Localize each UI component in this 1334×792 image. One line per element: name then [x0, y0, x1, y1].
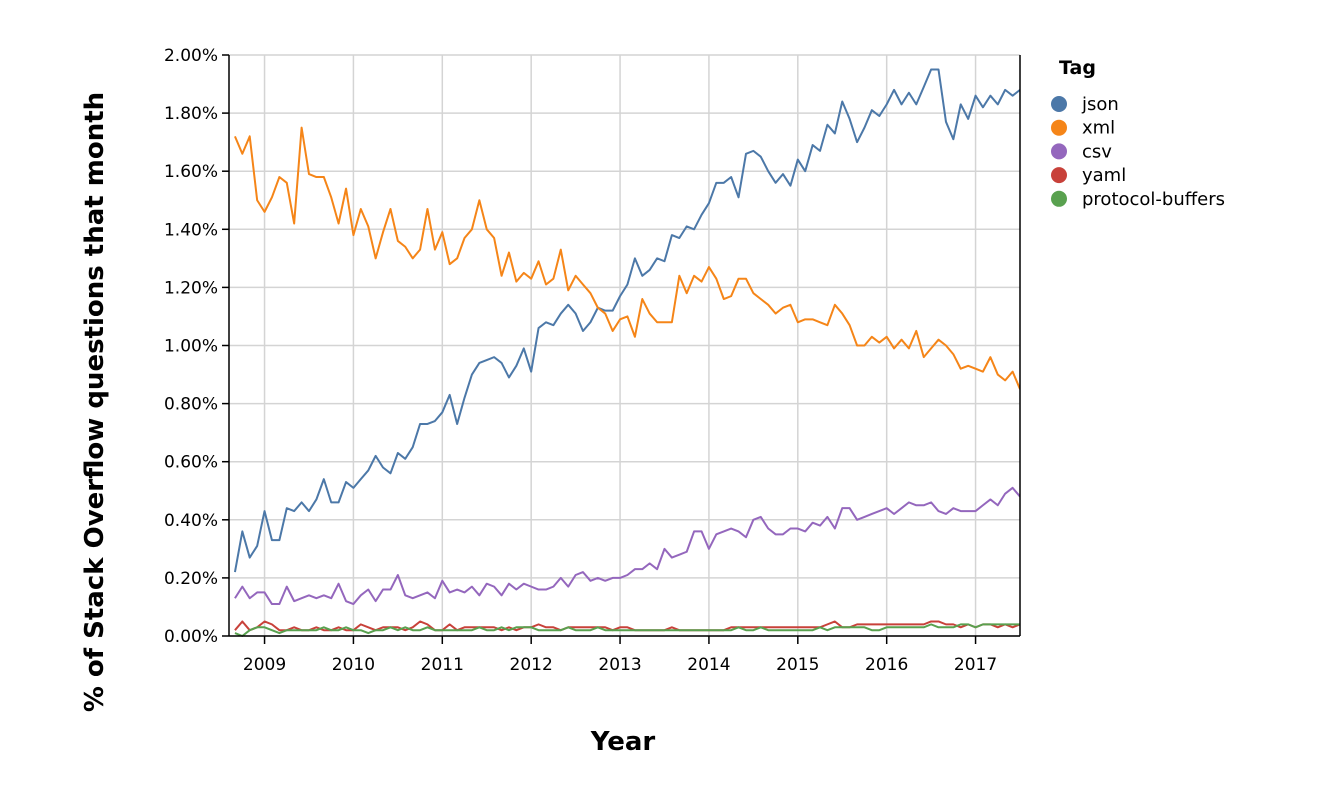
y-tick-label: 0.60% — [164, 453, 218, 473]
legend-label: protocol-buffers — [1082, 189, 1225, 210]
legend-title: Tag — [1059, 57, 1096, 79]
y-tick-label: 1.20% — [164, 278, 218, 298]
legend-swatch — [1051, 96, 1067, 112]
legend-swatch — [1051, 143, 1067, 160]
x-tick-label: 2012 — [510, 655, 553, 675]
legend-swatch — [1051, 119, 1067, 136]
series-line — [234, 623, 1020, 637]
x-tick-label: 2017 — [954, 655, 997, 675]
y-tick-label: 1.80% — [164, 104, 218, 124]
series-line — [234, 620, 1020, 632]
x-tick-label: 2016 — [865, 655, 908, 675]
series-line — [234, 126, 1020, 390]
legend-swatch — [1051, 167, 1067, 184]
y-tick-label: 0.20% — [164, 569, 218, 589]
y-tick-label: 2.00% — [164, 46, 218, 66]
y-tick-label: 1.00% — [164, 337, 218, 357]
x-axis-label: Year — [590, 727, 656, 757]
series-line — [234, 486, 1020, 606]
x-tick-label: 2011 — [421, 655, 464, 675]
grid — [229, 54, 1020, 637]
legend-label: json — [1081, 94, 1119, 115]
series-line — [233, 68, 1020, 573]
legend-label: csv — [1082, 141, 1112, 162]
y-tick-label: 0.00% — [164, 627, 218, 647]
legend-swatch — [1051, 190, 1067, 207]
x-tick-label: 2015 — [776, 655, 819, 675]
axes: 0.00% 0.20% 0.40% 0.60% 0.80% 1.00% 1.20% 1.40%… — [164, 46, 1021, 675]
x-tick-label: 2014 — [687, 655, 730, 675]
y-axis-label: % of Stack Overflow questions that month — [80, 92, 110, 712]
x-tick-label: 2010 — [332, 655, 375, 675]
plot-area — [233, 68, 1020, 637]
y-tick-label: 1.60% — [164, 162, 218, 182]
x-tick-label: 2009 — [243, 655, 286, 675]
legend-label: yaml — [1082, 165, 1126, 186]
y-tick-label: 0.40% — [164, 511, 218, 531]
legend-label: xml — [1082, 118, 1115, 139]
y-tick-label: 1.40% — [164, 220, 218, 240]
y-tick-label: 0.80% — [164, 395, 218, 415]
x-tick-label: 2013 — [598, 655, 641, 675]
